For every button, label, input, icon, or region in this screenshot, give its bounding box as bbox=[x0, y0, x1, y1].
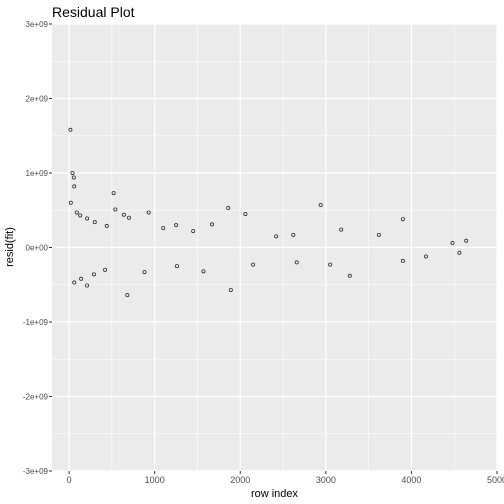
data-point bbox=[78, 213, 83, 218]
x-axis-label: row index bbox=[251, 488, 299, 500]
chart-title: Residual Plot bbox=[52, 4, 135, 20]
x-tick-label: 3000 bbox=[316, 475, 336, 485]
data-point bbox=[91, 272, 96, 277]
y-axis-label: resid(fit) bbox=[4, 227, 16, 267]
data-point bbox=[174, 223, 179, 228]
data-point bbox=[228, 287, 233, 292]
y-tick-label: 1e+09 bbox=[26, 169, 49, 178]
data-point bbox=[111, 191, 116, 196]
data-point bbox=[174, 264, 179, 269]
data-point bbox=[68, 127, 73, 132]
data-points bbox=[68, 127, 469, 298]
data-point bbox=[457, 250, 462, 255]
data-point bbox=[328, 262, 333, 267]
data-point bbox=[450, 241, 455, 246]
data-point bbox=[226, 206, 231, 211]
data-point bbox=[161, 226, 166, 231]
x-tick-label: 4000 bbox=[401, 475, 421, 485]
x-tick-label: 0 bbox=[67, 475, 72, 485]
data-point bbox=[400, 258, 405, 263]
y-tick-label: -1e+09 bbox=[23, 318, 49, 327]
data-point bbox=[72, 280, 77, 285]
data-point bbox=[121, 212, 126, 217]
data-point bbox=[72, 184, 77, 189]
data-point bbox=[68, 200, 73, 205]
data-point bbox=[142, 270, 147, 275]
data-point bbox=[464, 238, 469, 243]
data-point bbox=[291, 232, 296, 237]
data-point bbox=[103, 267, 108, 272]
x-tick-label: 5000 bbox=[487, 475, 504, 485]
x-tick-label: 2000 bbox=[230, 475, 250, 485]
data-point bbox=[85, 216, 90, 221]
y-tick-label: 0e+00 bbox=[26, 244, 49, 253]
y-tick-label: -3e+09 bbox=[23, 467, 49, 476]
data-point bbox=[274, 234, 279, 239]
data-point bbox=[318, 203, 323, 208]
data-point bbox=[113, 207, 118, 212]
data-point bbox=[125, 293, 130, 298]
y-tick-label: -2e+09 bbox=[23, 393, 49, 402]
data-point bbox=[339, 227, 344, 232]
data-point bbox=[376, 232, 381, 237]
data-point bbox=[70, 170, 75, 175]
data-point bbox=[79, 276, 84, 281]
data-point bbox=[423, 254, 428, 259]
data-point bbox=[251, 262, 256, 267]
data-point bbox=[400, 217, 405, 222]
grid-major bbox=[52, 23, 498, 472]
data-point bbox=[347, 273, 352, 278]
y-tick-label: 3e+09 bbox=[26, 20, 49, 29]
y-axis: -3e+09 -2e+09 -1e+09 0e+00 1e+09 2e+09 3e+09 bbox=[23, 20, 52, 476]
data-point bbox=[127, 215, 132, 220]
data-point bbox=[243, 211, 248, 216]
data-point bbox=[74, 210, 79, 215]
data-point bbox=[210, 222, 215, 227]
data-point bbox=[71, 175, 76, 180]
data-point bbox=[104, 223, 109, 228]
data-point bbox=[201, 269, 206, 274]
data-point bbox=[85, 283, 90, 288]
data-point bbox=[191, 229, 196, 234]
data-point bbox=[146, 210, 151, 215]
y-tick-label: 2e+09 bbox=[26, 95, 49, 104]
x-tick-label: 1000 bbox=[145, 475, 165, 485]
data-point bbox=[92, 220, 97, 225]
data-point bbox=[294, 260, 299, 265]
x-axis: 0 1000 2000 3000 4000 5000 bbox=[67, 471, 504, 485]
